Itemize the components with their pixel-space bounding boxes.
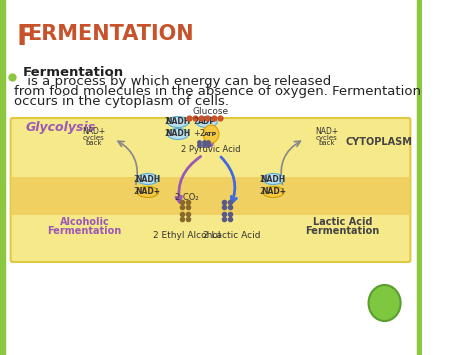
- Ellipse shape: [137, 186, 158, 197]
- Text: 2: 2: [134, 187, 139, 197]
- Text: Glucose: Glucose: [193, 108, 229, 116]
- Text: 2: 2: [164, 130, 170, 138]
- Text: Fermentation: Fermentation: [47, 226, 122, 236]
- Text: 2: 2: [164, 118, 170, 126]
- Text: back: back: [319, 140, 335, 146]
- Text: Alcoholic: Alcoholic: [60, 217, 109, 227]
- Text: NAD+: NAD+: [135, 187, 160, 197]
- Text: F: F: [16, 23, 35, 51]
- Text: occurs in the cytoplasm of cells.: occurs in the cytoplasm of cells.: [14, 95, 229, 109]
- Text: 2 CO₂: 2 CO₂: [175, 193, 199, 202]
- Circle shape: [369, 285, 401, 321]
- Text: Fermentation: Fermentation: [23, 66, 124, 78]
- Text: NAD+: NAD+: [261, 187, 286, 197]
- Ellipse shape: [196, 116, 217, 127]
- Text: NADH: NADH: [165, 118, 191, 126]
- Bar: [417, 0, 422, 355]
- Bar: [12, 177, 409, 215]
- Text: NAD+: NAD+: [315, 127, 338, 137]
- Text: ADP: ADP: [198, 118, 216, 126]
- Text: 2 Pyruvic Acid: 2 Pyruvic Acid: [181, 144, 241, 153]
- Ellipse shape: [263, 186, 284, 197]
- Text: Lactic Acid: Lactic Acid: [313, 217, 373, 227]
- Text: back: back: [85, 140, 102, 146]
- FancyBboxPatch shape: [11, 118, 410, 262]
- Text: NADH: NADH: [135, 175, 160, 184]
- Text: ERMENTATION: ERMENTATION: [27, 24, 193, 44]
- Text: 2 Ethyl Alcohol: 2 Ethyl Alcohol: [153, 231, 221, 240]
- Text: 2: 2: [259, 175, 264, 184]
- Ellipse shape: [263, 174, 284, 185]
- Text: CYTOPLASM: CYTOPLASM: [346, 137, 412, 147]
- Bar: [0, 0, 5, 355]
- Circle shape: [203, 125, 219, 143]
- Text: NADH: NADH: [261, 175, 286, 184]
- Text: cycles: cycles: [316, 135, 337, 141]
- Text: NADH: NADH: [165, 130, 191, 138]
- Text: NAD+: NAD+: [82, 127, 105, 137]
- Text: +2: +2: [193, 130, 205, 138]
- Text: is a process by which energy can be released: is a process by which energy can be rele…: [23, 76, 331, 88]
- Text: 2: 2: [193, 118, 199, 126]
- Text: Glycolysis: Glycolysis: [26, 120, 96, 133]
- Ellipse shape: [137, 174, 158, 185]
- Ellipse shape: [167, 116, 189, 127]
- Ellipse shape: [167, 129, 189, 140]
- Text: from food molecules in the absence of oxygen. Fermentation: from food molecules in the absence of ox…: [14, 86, 421, 98]
- Text: 2: 2: [134, 175, 139, 184]
- Text: 2 Lactic Acid: 2 Lactic Acid: [203, 231, 260, 240]
- Text: ATP: ATP: [204, 131, 218, 137]
- Text: 2: 2: [259, 187, 264, 197]
- Text: cycles: cycles: [82, 135, 104, 141]
- Text: Fermentation: Fermentation: [306, 226, 380, 236]
